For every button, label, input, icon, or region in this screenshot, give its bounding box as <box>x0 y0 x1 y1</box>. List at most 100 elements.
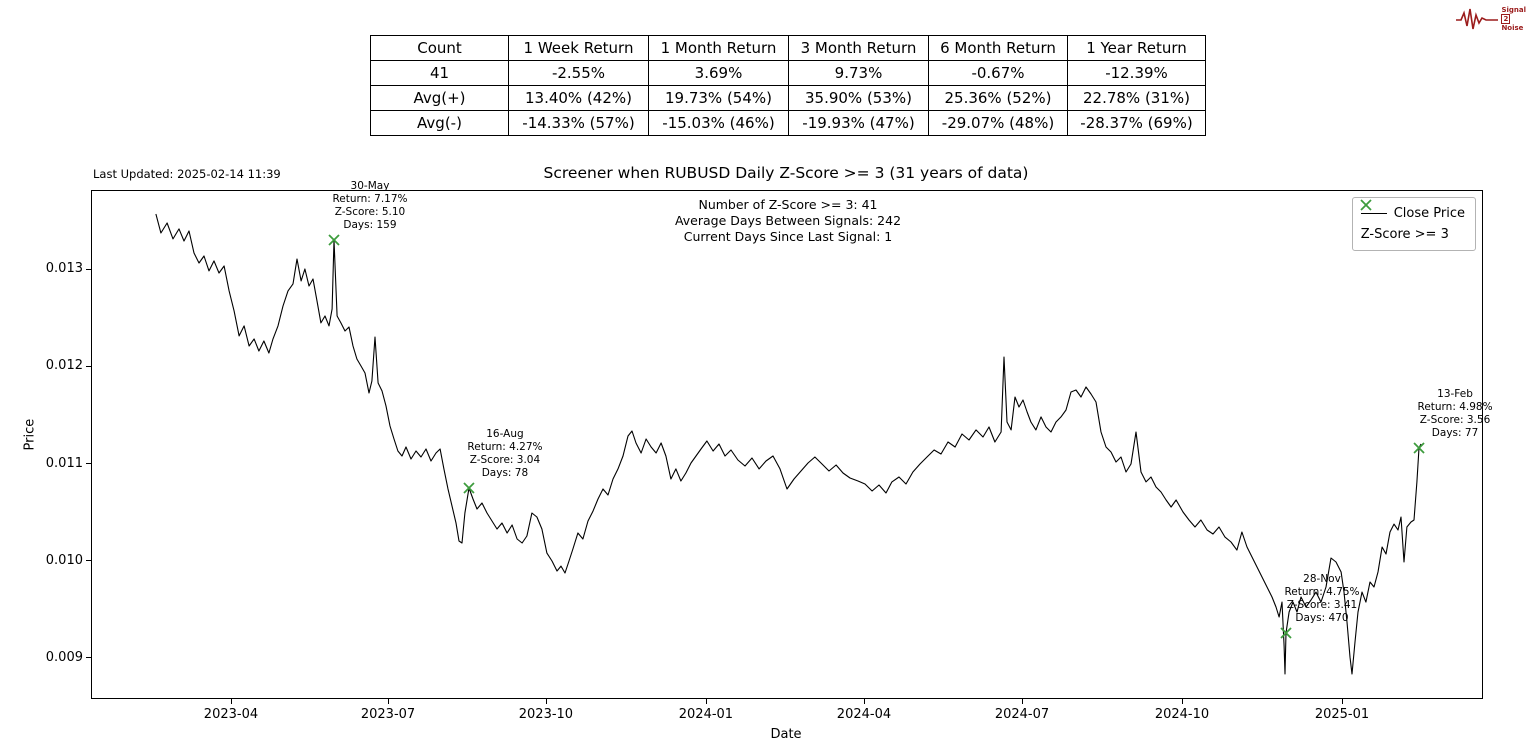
signal-marker-icon <box>463 482 475 494</box>
signal-annotation-line: Return: 7.17% <box>332 192 408 205</box>
x-tick-mark <box>1022 699 1024 704</box>
x-tick-label: 2024-10 <box>1154 707 1210 722</box>
x-tick-mark <box>705 699 707 704</box>
table-cell: 35.90% (53%) <box>788 85 929 111</box>
y-tick-mark <box>86 268 91 270</box>
logo-line-1: Signal <box>1501 6 1526 14</box>
last-updated-text: Last Updated: 2025-02-14 11:39 <box>93 167 281 181</box>
legend-label-zscore: Z-Score >= 3 <box>1360 227 1449 242</box>
table-cell: 9.73% <box>788 60 929 86</box>
signal-annotation: 16-Aug Return: 4.27% Z-Score: 3.04 Days: 78 <box>467 428 542 480</box>
signal-annotation: 28-Nov Return: 4.75% Z-Score: 3.41 Days: 47… <box>1284 573 1359 625</box>
table-cell: 22.78% (31%) <box>1067 85 1206 111</box>
y-tick-mark <box>86 365 91 367</box>
signal-annotation-line: 16-Aug <box>486 427 524 440</box>
signal-marker-icon <box>328 234 340 246</box>
table-cell: -0.67% <box>928 60 1068 86</box>
legend-entry-close-price: Close Price <box>1360 203 1465 224</box>
y-tick-mark <box>86 463 91 464</box>
signal-annotation: 13-Feb Return: 4.98% Z-Score: 3.56 Days: 77 <box>1417 388 1492 440</box>
table-cell: 13.40% (42%) <box>508 85 649 111</box>
x-tick-label: 2023-07 <box>360 707 416 722</box>
chart-title: Screener when RUBUSD Daily Z-Score >= 3 … <box>543 164 1029 182</box>
summary-line-2: Average Days Between Signals: 242 <box>674 213 902 228</box>
y-tick-mark <box>86 657 91 659</box>
summary-line-3: Current Days Since Last Signal: 1 <box>683 229 893 244</box>
x-tick-label: 2023-10 <box>518 707 574 722</box>
x-axis-label: Date <box>770 727 802 742</box>
signal-marker-icon <box>1413 442 1425 454</box>
logo: Signal 2 Noise <box>1456 6 1526 32</box>
table-cell: 3.69% <box>648 60 789 86</box>
table-cell: -28.37% (69%) <box>1067 110 1206 136</box>
table-cell: 25.36% (52%) <box>928 85 1068 111</box>
x-tick-mark <box>545 699 547 704</box>
logo-line-2: 2 <box>1501 14 1511 24</box>
signal-marker-icon <box>1280 627 1292 639</box>
table-header-cell: 1 Year Return <box>1067 35 1206 61</box>
table-cell: -12.39% <box>1067 60 1206 86</box>
logo-text: Signal 2 Noise <box>1501 6 1526 32</box>
signal-annotation-line: Z-Score: 3.04 <box>469 453 541 466</box>
y-tick-label: 0.009 <box>45 649 83 665</box>
y-tick-label: 0.011 <box>45 455 83 471</box>
signal-annotation-line: Days: 470 <box>1295 612 1349 624</box>
x-tick-mark <box>1182 699 1183 704</box>
x-tick-mark <box>863 699 865 704</box>
signal-annotation-line: Return: 4.75% <box>1284 586 1360 598</box>
legend: Close Price Z-Score >= 3 <box>1351 197 1476 251</box>
signal-annotation-line: 13-Feb <box>1437 387 1473 400</box>
table-cell: -15.03% (46%) <box>648 110 789 136</box>
signal-annotation-line: Z-Score: 3.41 <box>1286 599 1358 611</box>
summary-annotation: Number of Z-Score >= 3: 41 Average Days … <box>675 197 901 245</box>
x-tick-label: 2024-01 <box>678 707 734 722</box>
plot-area: Number of Z-Score >= 3: 41 Average Days … <box>91 180 1493 699</box>
signal-annotation-line: Return: 4.98% <box>1417 400 1493 413</box>
table-cell: Avg(+) <box>370 85 509 111</box>
legend-entry-zscore: Z-Score >= 3 <box>1360 199 1465 245</box>
table-cell: 19.73% (54%) <box>648 85 789 111</box>
price-chart-canvas <box>155 213 1425 675</box>
x-tick-label: 2023-04 <box>203 707 259 722</box>
y-tick-label: 0.013 <box>45 261 83 277</box>
x-tick-label: 2024-07 <box>994 707 1050 722</box>
x-tick-mark <box>1342 699 1343 704</box>
signal-annotation-line: Return: 4.27% <box>467 440 543 453</box>
summary-line-1: Number of Z-Score >= 3: 41 <box>698 197 878 212</box>
table-header-cell: 1 Month Return <box>648 35 789 61</box>
table-header-row: Count 1 Week Return 1 Month Return 3 Month … <box>370 35 1206 61</box>
table-row: Avg(+) 13.40% (42%) 19.73% (54%) 35.90% (53… <box>370 85 1206 111</box>
table-row: 41 -2.55% 3.69% 9.73% -0.67% -12.39% <box>370 60 1206 86</box>
table-cell: -2.55% <box>508 60 649 86</box>
signal-annotation-line: Days: 77 <box>1431 426 1479 439</box>
y-tick-label: 0.012 <box>45 358 83 374</box>
y-tick-mark <box>86 560 91 561</box>
table-cell: Avg(-) <box>370 110 509 136</box>
y-axis-label: Price <box>22 418 38 451</box>
x-tick-label: 2025-01 <box>1314 707 1370 722</box>
table-cell: -14.33% (57%) <box>508 110 649 136</box>
legend-label-close-price: Close Price <box>1393 206 1465 221</box>
waveform-icon <box>1456 8 1499 30</box>
close-price-line <box>155 213 1422 675</box>
returns-stats-table: Count 1 Week Return 1 Month Return 3 Month … <box>370 35 1206 136</box>
signal-annotation-line: 30-May <box>350 179 390 192</box>
signal-annotation-line: Z-Score: 5.10 <box>334 205 406 218</box>
signal-annotation-line: Days: 78 <box>481 466 529 479</box>
signal-annotation-line: Days: 159 <box>343 218 397 231</box>
line-sample-icon <box>1360 213 1387 214</box>
x-marker-icon <box>1360 199 1372 211</box>
signal-annotation: 30-May Return: 7.17% Z-Score: 5.10 Days: 15… <box>332 180 407 232</box>
table-cell: -19.93% (47%) <box>788 110 929 136</box>
table-header-cell: 6 Month Return <box>928 35 1068 61</box>
table-cell: 41 <box>370 60 509 86</box>
x-tick-mark <box>230 699 232 704</box>
table-cell: -29.07% (48%) <box>928 110 1068 136</box>
x-tick-mark <box>388 699 390 704</box>
y-tick-label: 0.010 <box>45 552 83 568</box>
logo-line-3: Noise <box>1501 24 1524 32</box>
table-header-cell: Count <box>370 35 509 61</box>
signal-annotation-line: Z-Score: 3.56 <box>1419 413 1491 426</box>
signal-annotation-line: 28-Nov <box>1303 573 1341 585</box>
